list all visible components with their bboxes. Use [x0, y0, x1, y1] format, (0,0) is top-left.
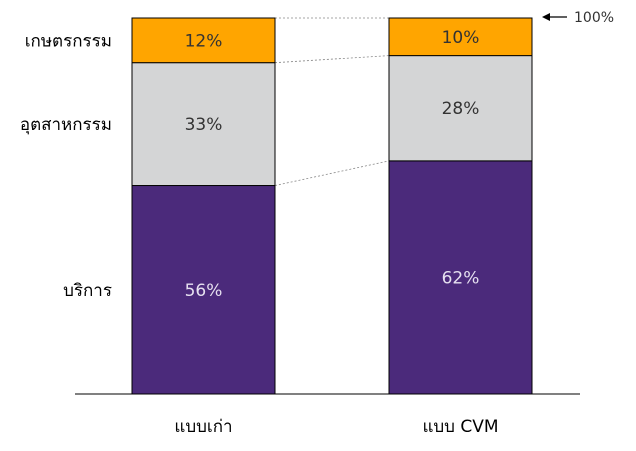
category-label: แบบ CVM: [422, 417, 498, 437]
connector-lines: [274, 17, 390, 186]
bar-segment: [131, 62, 276, 187]
total-annotation: 100%: [542, 10, 614, 26]
segment-value-label: 33%: [185, 115, 223, 135]
series-label: อุตสาหกรรม: [20, 115, 112, 135]
category-label-group: แบบเก่า แบบ CVM: [174, 417, 498, 437]
segment-value-label: 28%: [442, 99, 480, 119]
series-label-group: บริการ อุตสาหกรรม เกษตรกรรม: [20, 31, 112, 300]
annotation-label: 100%: [574, 10, 614, 26]
segment-value-label: 10%: [442, 28, 480, 48]
segment-label-group: 56% 33% 12% 62% 28% 10%: [185, 28, 480, 301]
bar-segment: [388, 17, 533, 57]
bar-segment: [131, 185, 276, 395]
segment-value-label: 62%: [442, 268, 480, 288]
bar-segment: [131, 17, 276, 64]
segment-value-label: 56%: [185, 281, 223, 301]
series-label: บริการ: [63, 281, 112, 301]
bar-group: [131, 17, 533, 395]
bar-segment: [388, 55, 533, 162]
segment-value-label: 12%: [185, 31, 223, 51]
connector-line: [274, 160, 390, 186]
category-label: แบบเก่า: [174, 417, 232, 437]
annotation-arrow-head: [542, 13, 550, 21]
series-label: เกษตรกรรม: [25, 31, 112, 51]
bar-segment: [388, 160, 533, 395]
connector-line: [274, 55, 390, 64]
